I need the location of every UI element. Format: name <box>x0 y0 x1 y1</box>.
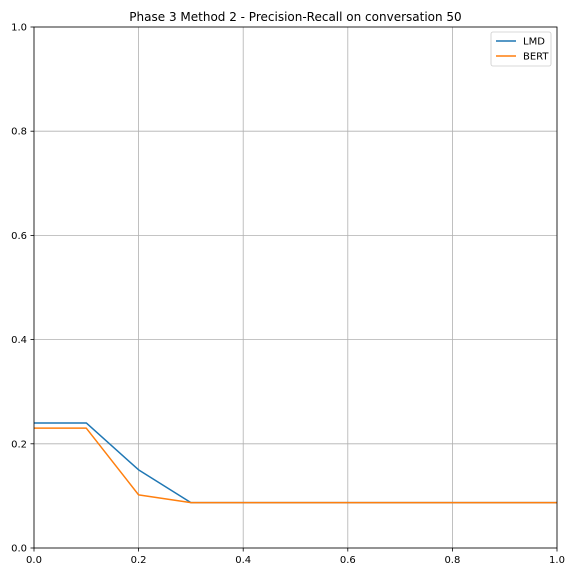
legend-label-bert: BERT <box>523 52 549 63</box>
x-tick-label: 1.0 <box>549 555 565 566</box>
y-tick-label: 0.6 <box>11 231 27 242</box>
y-tick-label: 0.0 <box>11 544 27 555</box>
x-tick-label: 0.0 <box>26 555 42 566</box>
x-tick-label: 0.2 <box>131 555 147 566</box>
y-tick-label: 0.8 <box>11 127 27 138</box>
axis-ticks: 0.0 0.2 0.4 0.6 0.8 1.0 0.0 0.2 0.4 0.6 0.8 1.0 <box>11 23 565 567</box>
series-line-lmd <box>34 422 557 504</box>
y-tick-label: 0.4 <box>11 335 27 346</box>
x-tick-label: 0.6 <box>340 555 356 566</box>
series-lines <box>34 422 557 504</box>
legend: LMD BERT <box>490 31 552 67</box>
plot-frame <box>33 26 558 549</box>
chart-title: Phase 3 Method 2 - Precision-Recall on c… <box>129 10 461 24</box>
legend-label-lmd: LMD <box>523 37 545 48</box>
y-tick-label: 0.2 <box>11 439 27 450</box>
x-tick-label: 0.8 <box>444 555 460 566</box>
grid-lines <box>33 26 558 549</box>
y-tick-label: 1.0 <box>11 23 27 34</box>
series-line-bert <box>34 427 557 504</box>
x-tick-label: 0.4 <box>235 555 251 566</box>
